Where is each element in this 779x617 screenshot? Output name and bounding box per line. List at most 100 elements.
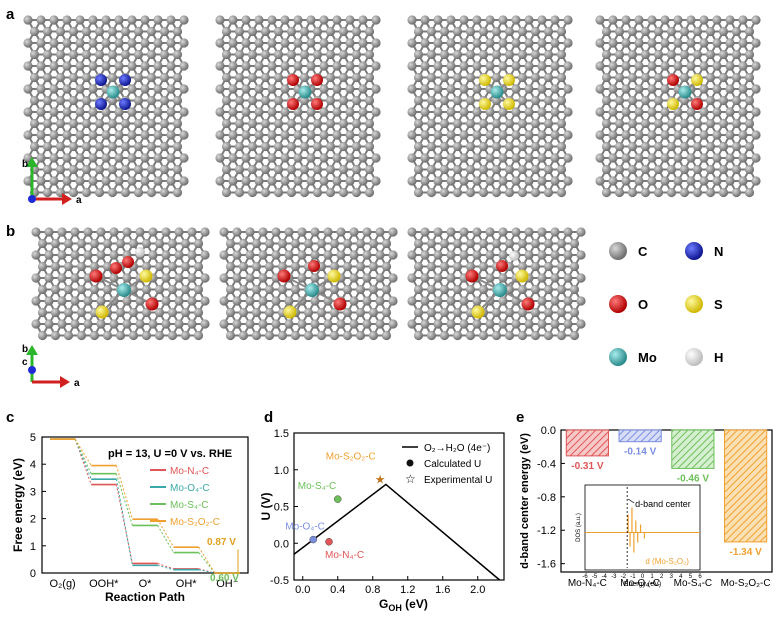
structure-a-1: [23, 15, 189, 198]
carbon-atom: [219, 250, 229, 260]
carbon-atom: [653, 141, 664, 152]
adsorbate-atom: [471, 305, 485, 319]
carbon-atom: [358, 15, 368, 25]
carbon-atom: [621, 153, 631, 163]
carbon-atom: [472, 130, 482, 140]
carbon-atom: [55, 26, 66, 37]
inset-xtick: -4: [601, 574, 607, 580]
carbon-atom: [705, 26, 716, 37]
carbon-atom: [29, 49, 40, 60]
inset-xtick: -3: [611, 574, 617, 580]
carbon-atom: [517, 26, 528, 37]
carbon-atom: [351, 118, 362, 129]
carbon-atom: [576, 250, 586, 260]
carbon-atom: [725, 107, 735, 117]
dopant-atom: [503, 98, 515, 110]
carbon-atom: [640, 95, 651, 106]
carbon-atom: [68, 187, 79, 198]
carbon-atom: [446, 38, 456, 48]
carbon-atom: [36, 38, 46, 48]
carbon-atom: [153, 107, 163, 117]
carbon-atom: [673, 153, 683, 163]
carbon-atom: [413, 187, 424, 198]
carbon-atom: [731, 26, 742, 37]
carbon-atom: [524, 38, 534, 48]
carbon-atom: [530, 284, 541, 295]
carbon-atom: [530, 187, 541, 198]
carbon-atom: [576, 296, 586, 306]
carbon-atom: [159, 187, 170, 198]
legend-c-atom: [609, 242, 627, 260]
carbon-atom: [273, 26, 284, 37]
point-calculated: [334, 495, 342, 503]
carbon-atom: [666, 118, 677, 129]
carbon-atom: [293, 61, 303, 71]
carbon-atom: [332, 38, 342, 48]
carbon-atom: [355, 238, 366, 249]
energy-connector: [115, 479, 133, 566]
panel-b-structures: [31, 227, 586, 341]
carbon-atom: [673, 176, 683, 186]
carbon-atom: [306, 38, 316, 48]
carbon-atom: [563, 273, 573, 283]
carbon-atom: [37, 284, 48, 295]
carbon-atom: [358, 38, 368, 48]
carbon-atom: [744, 49, 755, 60]
carbon-atom: [238, 330, 249, 341]
carbon-atom: [273, 187, 284, 198]
carbon-atom: [712, 15, 722, 25]
carbon-atom: [608, 38, 618, 48]
carbon-atom: [128, 284, 139, 295]
carbon-atom: [621, 15, 631, 25]
carbon-atom: [94, 118, 105, 129]
carbon-atom: [62, 38, 72, 48]
carbon-atom: [614, 141, 625, 152]
bar: [724, 429, 768, 543]
carbon-atom: [530, 118, 541, 129]
carbon-atom: [627, 26, 638, 37]
carbon-atom: [725, 38, 735, 48]
carbon-atom: [338, 118, 349, 129]
carbon-atom: [478, 284, 489, 295]
carbon-atom: [241, 130, 251, 140]
carbon-atom: [511, 153, 521, 163]
carbon-atom: [413, 261, 424, 272]
carbon-atom: [260, 118, 271, 129]
carbon-atom: [120, 118, 131, 129]
carbon-atom: [83, 319, 93, 329]
carbon-atom: [345, 84, 355, 94]
carbon-atom: [439, 26, 450, 37]
carbon-atom: [68, 141, 79, 152]
energy-connector: [157, 518, 175, 548]
carbon-atom: [426, 49, 437, 60]
carbon-atom: [653, 49, 664, 60]
carbon-atom: [297, 250, 307, 260]
carbon-atom: [166, 153, 176, 163]
carbon-atom: [459, 176, 469, 186]
carbon-atom: [543, 284, 554, 295]
carbon-atom: [621, 130, 631, 140]
carbon-atom: [36, 15, 46, 25]
carbon-atom: [49, 176, 59, 186]
carbon-atom: [362, 319, 372, 329]
adsorbate-atom: [95, 305, 109, 319]
carbon-atom: [316, 284, 327, 295]
carbon-atom: [446, 319, 456, 329]
carbon-atom: [595, 176, 605, 186]
carbon-atom: [319, 153, 329, 163]
carbon-atom: [94, 141, 105, 152]
carbon-atom: [63, 284, 74, 295]
carbon-atom: [371, 38, 381, 48]
legend-label-c: Mo-N₄-C: [170, 466, 209, 477]
carbon-atom: [172, 141, 183, 152]
mo-atom: [490, 85, 504, 99]
carbon-atom: [426, 307, 437, 318]
carbon-atom: [299, 49, 310, 60]
carbon-atom: [666, 164, 677, 175]
carbon-atom: [57, 250, 67, 260]
carbon-atom: [725, 176, 735, 186]
carbon-atom: [524, 176, 534, 186]
xtick-c: O₂(g): [49, 578, 75, 590]
carbon-atom: [364, 187, 375, 198]
carbon-atom: [128, 307, 139, 318]
